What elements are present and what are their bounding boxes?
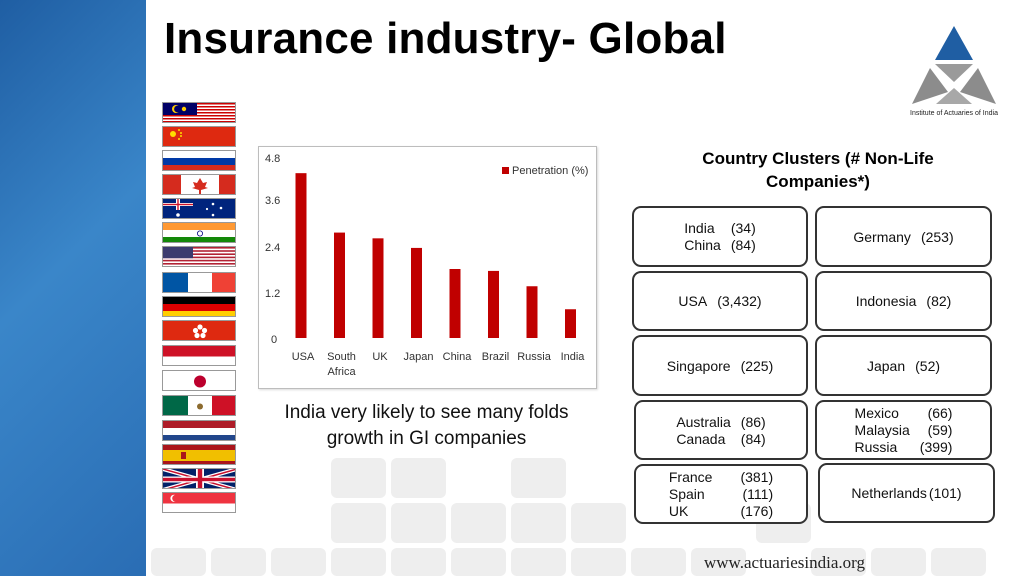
y-tick-label: 1.2 — [265, 288, 280, 300]
sidebar-band — [0, 0, 146, 576]
flag-india — [162, 222, 236, 243]
cluster-country: India — [684, 220, 715, 236]
cluster-usa: USA (3,432) — [632, 271, 808, 331]
cluster-japan: Japan (52) — [815, 335, 992, 396]
cluster-count: (381) — [740, 469, 774, 485]
cluster-mexico-malaysia-russia: Mexico (66) Malaysia (59) Russia (399) — [815, 400, 992, 460]
cluster-count: (82) — [926, 293, 952, 309]
cluster-count: (3,432) — [717, 293, 762, 309]
flag-russia — [162, 150, 236, 171]
cluster-france-spain-uk: France (381) Spain (111) UK (176) — [634, 464, 808, 524]
y-tick-label: 0 — [271, 334, 277, 346]
bar-uk — [372, 238, 384, 338]
bar-usa — [295, 173, 307, 338]
flag-france — [162, 272, 236, 293]
cluster-count: (225) — [740, 357, 774, 374]
bar-russia — [526, 286, 538, 338]
flag-australia — [162, 198, 236, 219]
cluster-country: Australia — [676, 413, 731, 430]
cluster-count: (101) — [928, 485, 962, 501]
legend-label: Penetration (%) — [512, 165, 588, 177]
flag-canada — [162, 174, 236, 195]
cluster-country: Indonesia — [855, 293, 917, 309]
x-tick-label: Japan — [404, 351, 434, 363]
cluster-country: Spain — [668, 486, 705, 502]
bar-brazil — [488, 270, 499, 338]
cluster-country: Mexico — [854, 405, 899, 421]
penetration-chart: 4.8 3.6 2.4 1.2 0 Penetration (%) USA Sou… — [258, 146, 597, 389]
x-tick-label: South Africa — [327, 351, 356, 378]
flag-japan — [162, 370, 236, 391]
x-tick-label: Russia — [517, 351, 552, 363]
cluster-country: France — [668, 469, 713, 485]
cluster-country: Japan — [866, 357, 906, 374]
flag-germany — [162, 296, 236, 317]
cluster-count: (84) — [730, 237, 756, 253]
note-line-2: growth in GI companies — [326, 428, 527, 449]
cluster-count: (253) — [920, 228, 954, 245]
cluster-country: China — [684, 237, 721, 253]
x-tick-label: USA — [292, 351, 315, 363]
flag-china — [162, 126, 236, 147]
cluster-country: UK — [668, 503, 689, 519]
cluster-country: Singapore — [666, 357, 731, 374]
bar-japan — [411, 247, 422, 338]
cluster-count: (59) — [927, 422, 953, 438]
cluster-country: Germany — [853, 228, 911, 245]
cluster-country: Malaysia — [854, 422, 910, 438]
bar-india — [565, 309, 576, 338]
clusters-title-line-1: Country Clusters (# Non-Life — [702, 149, 934, 168]
cluster-country: Netherlands — [851, 485, 927, 501]
flag-netherlands — [162, 420, 236, 441]
x-tick-label: India — [561, 351, 586, 363]
cluster-count: (176) — [740, 503, 774, 519]
x-tick-label: UK — [372, 351, 388, 363]
cluster-count: (84) — [740, 430, 766, 447]
cluster-count: (86) — [740, 413, 766, 430]
cluster-country: Canada — [676, 430, 726, 447]
flag-indonesia — [162, 345, 236, 366]
cluster-australia-canada: Australia (86) Canada (84) — [634, 400, 808, 460]
flag-hong-kong — [162, 320, 236, 341]
y-tick-label: 3.6 — [265, 195, 280, 207]
legend-swatch — [502, 167, 509, 174]
cluster-count: (111) — [742, 486, 774, 502]
chart-svg: 4.8 3.6 2.4 1.2 0 Penetration (%) USA Sou… — [265, 153, 588, 378]
cluster-country: USA — [678, 293, 708, 309]
background-tiles — [151, 458, 986, 576]
institute-logo: Institute of Actuaries of India — [902, 22, 1006, 122]
x-tick-label: Brazil — [482, 351, 510, 363]
flag-spain — [162, 444, 236, 465]
cluster-count: (34) — [730, 220, 756, 236]
page-title: Insurance industry- Global — [164, 14, 727, 63]
cluster-indonesia: Indonesia (82) — [815, 271, 992, 331]
y-tick-label: 4.8 — [265, 153, 280, 165]
flag-malaysia — [162, 102, 236, 123]
bar-china — [449, 269, 461, 338]
flag-uk — [162, 468, 236, 489]
cluster-netherlands: Netherlands (101) — [818, 463, 995, 523]
flag-usa — [162, 246, 236, 267]
bar-south-africa — [334, 232, 345, 338]
cluster-count: (52) — [915, 357, 941, 374]
cluster-count: (399) — [919, 439, 953, 455]
note-line-1: India very likely to see many folds — [284, 402, 569, 423]
clusters-title: Country Clusters (# Non-Life Companies*) — [676, 147, 960, 193]
x-tick-label: China — [443, 351, 473, 363]
footer-url: www.actuariesindia.org — [704, 553, 865, 572]
cluster-germany: Germany (253) — [815, 206, 992, 267]
cluster-count: (66) — [927, 405, 953, 421]
india-growth-note: India very likely to see many folds grow… — [258, 400, 595, 452]
cluster-singapore: Singapore (225) — [632, 335, 808, 396]
cluster-country: Russia — [854, 439, 898, 455]
logo-text: Institute of Actuaries of India — [910, 110, 998, 117]
y-tick-label: 2.4 — [265, 242, 280, 254]
cluster-india-china: India (34) China (84) — [632, 206, 808, 267]
flag-mexico — [162, 395, 236, 416]
flag-singapore — [162, 492, 236, 513]
clusters-title-line-2: Companies*) — [766, 172, 870, 191]
